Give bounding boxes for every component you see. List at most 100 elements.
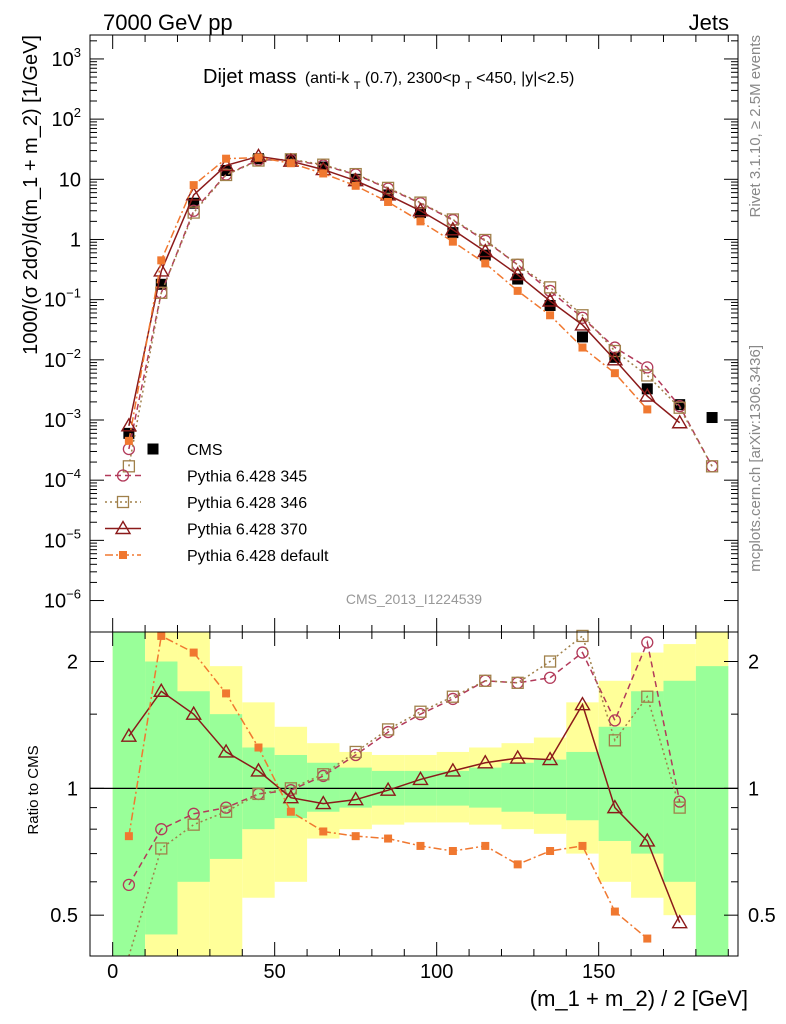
data-point [608,734,622,747]
data-point [187,818,200,831]
data-point [416,841,425,850]
data-point [284,782,298,795]
data-point [608,344,622,358]
title-part-2: (0.7), 2300<p [365,70,461,87]
y-tick-label: 2 [67,652,78,674]
main-series [123,153,718,439]
data-point [606,799,624,814]
data-point [541,751,559,766]
ratio-panel: 0.5 0.5 1 1 2 2 0 50 100 150 Ratio to CMS (m_1 +… [25,629,776,1011]
data-point [543,655,557,668]
title-part-1: (anti-k [305,70,350,87]
data-point [446,690,460,703]
ratio-y-axis: 0.5 0.5 1 1 2 2 [50,652,776,928]
data-point [412,202,429,217]
data-point [187,206,200,219]
data-point [351,181,360,190]
y-tick-label: 102 [52,105,81,131]
data-point [188,197,200,209]
data-point [185,186,202,201]
data-point [254,153,263,162]
data-point [673,801,686,814]
legend-marker [116,469,130,482]
data-point [185,705,202,720]
data-point [543,671,557,684]
data-point [317,768,330,781]
legend-marker [116,495,130,509]
data-point [671,914,688,929]
y-tick-label-right: 0.5 [748,905,776,927]
data-point [513,860,522,869]
data-point [481,841,490,850]
y-tick-label: 10 [59,169,81,191]
data-point [123,427,135,439]
data-point [414,705,427,718]
data-point [252,787,265,801]
y-tick-label: 1 [67,778,78,800]
series-line [128,159,713,467]
mcplots-side-text: mcplots.cern.ch [arXiv:1306.3436] [747,345,764,572]
uncertainty-band-green [274,754,308,819]
main-plot-area [120,148,719,473]
data-point [448,847,457,856]
data-point [189,648,198,657]
data-point [315,795,332,810]
data-point [706,412,718,424]
main-series [120,148,688,432]
uncertainty-band-green [501,762,534,812]
data-point [546,847,555,856]
data-point [444,762,462,777]
uncertainty-band-green [177,691,210,882]
data-point [641,369,654,382]
series-line [128,158,713,467]
legend-label: Pythia 6.428 default [187,548,329,565]
data-point [219,805,233,818]
series-line [128,639,681,886]
data-point [671,414,688,429]
data-point [124,436,133,445]
data-point [319,169,328,178]
ratio-series [128,629,686,957]
y-tick-label-right: 2 [748,652,759,674]
data-point [222,689,231,698]
uncertainty-band-green [598,726,632,841]
uncertainty-band-green [533,759,567,814]
data-point [351,832,360,841]
data-point [153,262,170,277]
data-point [479,249,491,261]
y-tick-label-right: 1 [748,778,759,800]
data-point [286,159,295,168]
data-point [416,217,425,226]
y-tick-label: 1 [70,229,81,251]
data-point [447,227,459,239]
y-tick-label: 10−5 [44,526,81,552]
data-point [609,351,621,363]
data-point [120,727,138,742]
data-point [576,309,589,322]
data-point [157,256,166,265]
data-point [541,292,559,307]
data-point [122,878,136,892]
uncertainty-band-green [209,714,243,859]
data-point [641,361,654,374]
data-point [705,460,719,473]
data-point [477,754,494,769]
y-tick-label: 10−2 [44,346,81,372]
data-point [155,842,168,855]
data-point [574,316,591,331]
data-point [641,636,654,649]
y-tick-label: 103 [52,45,81,71]
data-point [513,286,522,295]
legend-marker [119,551,127,559]
main-series [122,153,719,473]
data-point [412,771,429,786]
main-panel: 10−6 10−5 10−4 10−3 10−2 10−1 1 10 102 103 1000/(… [20,34,739,633]
legend-label: Pythia 6.428 346 [187,495,307,512]
series-line [128,690,681,923]
uncertainty-band-green [631,691,664,854]
y-tick-label: 10−6 [44,587,81,613]
x-tick-label: 150 [582,961,615,983]
data-point [381,181,395,195]
data-point [448,237,457,246]
data-point [578,841,587,850]
